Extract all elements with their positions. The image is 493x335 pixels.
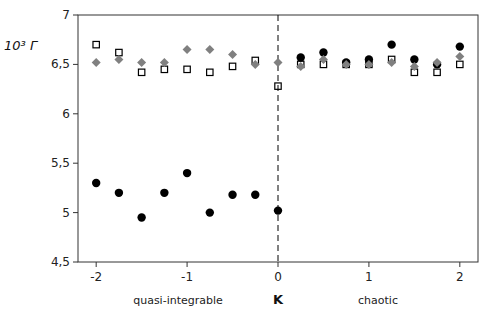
point-circle [137, 213, 145, 221]
chart: -2 -1 0 1 2 4,5 5 5,5 6 6,5 7 quasi-integrable chaot… [0, 0, 493, 335]
series [93, 41, 463, 89]
point-diamond [205, 45, 214, 54]
x-tick-label: 1 [365, 270, 373, 284]
y-tick [73, 64, 78, 65]
point-circle [297, 53, 305, 61]
marks [92, 15, 465, 262]
y-tick [73, 212, 78, 213]
point-circle [160, 189, 168, 197]
y-axis-label: 10³ Γ [4, 38, 39, 53]
point-diamond [114, 55, 123, 64]
point-square [207, 69, 213, 75]
point-diamond [342, 60, 351, 69]
point-diamond [160, 58, 169, 67]
y-tick [73, 15, 78, 16]
point-square [184, 66, 190, 72]
point-square [457, 61, 463, 67]
y-tick [73, 113, 78, 114]
annotation: chaotic [358, 294, 398, 307]
reference-line [278, 15, 279, 262]
point-circle [274, 206, 282, 214]
y-tick-label: 6 [62, 107, 70, 121]
y-tick-label: 5,5 [51, 156, 70, 170]
y-tick [73, 262, 78, 263]
point-diamond [364, 60, 373, 69]
point-square [229, 63, 235, 69]
point-diamond [92, 58, 101, 67]
point-diamond [319, 55, 328, 64]
point-circle [251, 191, 259, 199]
point-diamond [410, 62, 419, 71]
point-square [275, 83, 281, 89]
x-tick-label: 0 [274, 270, 282, 284]
x-tick [96, 262, 97, 267]
point-diamond [296, 62, 305, 71]
point-circle [206, 208, 214, 216]
point-square [161, 66, 167, 72]
x-axis-label: K [273, 292, 284, 307]
series [92, 45, 465, 71]
series [92, 40, 464, 221]
point-circle [183, 169, 191, 177]
annotation: quasi-integrable [133, 294, 223, 307]
y-tick-label: 7 [62, 8, 70, 22]
y-tick-label: 5 [62, 206, 70, 220]
x-tick [187, 262, 188, 267]
point-square [434, 69, 440, 75]
y-tick-label: 6,5 [51, 57, 70, 71]
x-tick [459, 262, 460, 267]
point-square [138, 69, 144, 75]
y-tick [73, 163, 78, 164]
point-diamond [433, 58, 442, 67]
point-diamond [228, 50, 237, 59]
x-tick-label: -1 [181, 270, 193, 284]
x-tick-label: 2 [456, 270, 464, 284]
point-diamond [251, 60, 260, 69]
point-diamond [274, 58, 283, 67]
x-tick-label: -2 [90, 270, 102, 284]
point-diamond [137, 58, 146, 67]
point-circle [115, 189, 123, 197]
x-tick [368, 262, 369, 267]
point-square [93, 41, 99, 47]
point-circle [228, 191, 236, 199]
point-diamond [455, 52, 464, 61]
point-circle [92, 179, 100, 187]
point-circle [387, 40, 395, 48]
point-circle [456, 42, 464, 50]
point-diamond [183, 45, 192, 54]
point-square [116, 49, 122, 55]
y-tick-label: 4,5 [51, 255, 70, 269]
plot-frame [78, 15, 478, 262]
point-diamond [387, 58, 396, 67]
x-tick [278, 262, 279, 267]
